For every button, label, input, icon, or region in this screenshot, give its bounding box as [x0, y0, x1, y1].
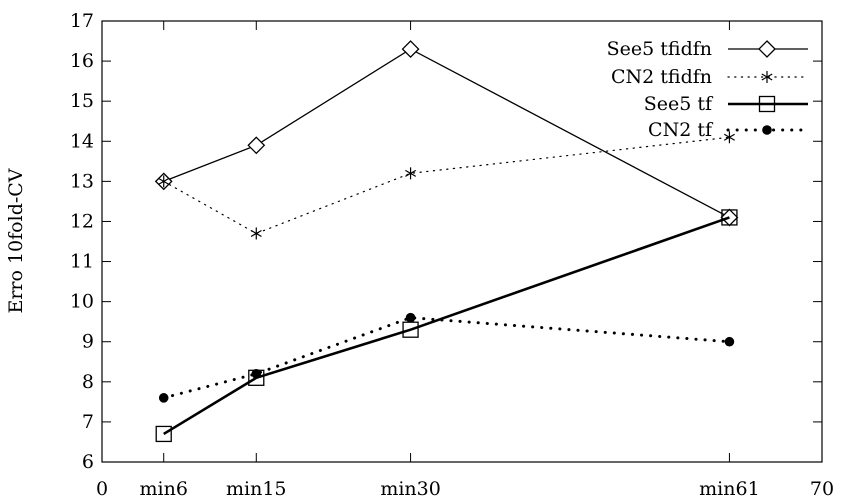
data-point	[155, 425, 172, 443]
y-tick-label: 11	[70, 251, 94, 273]
data-point	[405, 312, 416, 323]
data-point	[247, 136, 266, 155]
asterisk-stroke	[405, 169, 417, 177]
legend-marker	[758, 95, 776, 113]
y-tick-label: 7	[82, 411, 94, 433]
legend-marker	[761, 71, 773, 83]
plot-frame	[101, 20, 823, 463]
y-tick-label: 13	[70, 170, 94, 192]
series-line	[163, 48, 730, 219]
series-cn2-tf	[158, 312, 735, 403]
asterisk-stroke	[250, 229, 262, 238]
series-layer	[154, 40, 739, 443]
x-tick-label: 70	[810, 478, 834, 500]
legend-label: CN2 tf	[648, 119, 714, 141]
asterisk-stroke	[158, 177, 170, 185]
legend: See5 tfidfn CN2 tfidfn See5 tf CN2 tf	[607, 38, 810, 141]
data-point	[721, 209, 738, 226]
series-line	[163, 216, 730, 436]
data-point	[158, 175, 170, 188]
y-tick-label: 14	[70, 130, 94, 152]
data-point	[405, 167, 417, 180]
y-tick-label: 16	[70, 50, 94, 72]
legend-entry: See5 tfidfn	[607, 38, 808, 60]
series-see5-tf	[155, 209, 738, 443]
legend-marker	[762, 125, 772, 135]
y-tick-label: 10	[70, 291, 94, 313]
data-point	[723, 131, 735, 144]
series-cn2-tfidfn	[158, 131, 735, 240]
legend-label: See5 tf	[644, 93, 714, 115]
y-axis-ticks: 6 7 8 9 10 11 12 13 14 15 16 17	[70, 10, 822, 473]
y-tick-label: 6	[82, 451, 94, 473]
legend-label: CN2 tfidfn	[611, 66, 712, 88]
x-tick-label: min30	[380, 478, 441, 500]
legend-entry: CN2 tfidfn	[611, 66, 809, 88]
legend-entry: See5 tf	[644, 93, 808, 115]
series-line	[162, 316, 731, 400]
asterisk-stroke	[761, 73, 773, 81]
x-tick-label: min6	[140, 478, 188, 500]
y-tick-label: 15	[70, 90, 94, 112]
data-point	[401, 40, 420, 58]
asterisk-stroke	[723, 133, 735, 141]
data-point	[251, 369, 262, 379]
y-tick-label: 17	[70, 10, 94, 32]
y-tick-label: 12	[70, 210, 94, 232]
x-axis-ticks: 0 min6 min15 min30 min61 70	[96, 21, 834, 500]
x-tick-label: 0	[96, 478, 108, 500]
legend-label: See5 tfidfn	[607, 38, 712, 60]
series-see5-tfidfn	[154, 40, 739, 227]
data-point	[250, 227, 262, 240]
y-tick-label: 8	[82, 371, 94, 393]
legend-marker	[758, 40, 776, 58]
data-point	[724, 336, 735, 347]
y-tick-label: 9	[82, 331, 94, 353]
x-tick-label: min15	[226, 478, 287, 500]
legend-entry: CN2 tf	[648, 119, 810, 141]
series-line	[163, 136, 731, 235]
data-point	[158, 393, 169, 403]
x-tick-label: min61	[699, 478, 760, 500]
y-axis-title: Erro 10fold-CV	[5, 168, 27, 313]
